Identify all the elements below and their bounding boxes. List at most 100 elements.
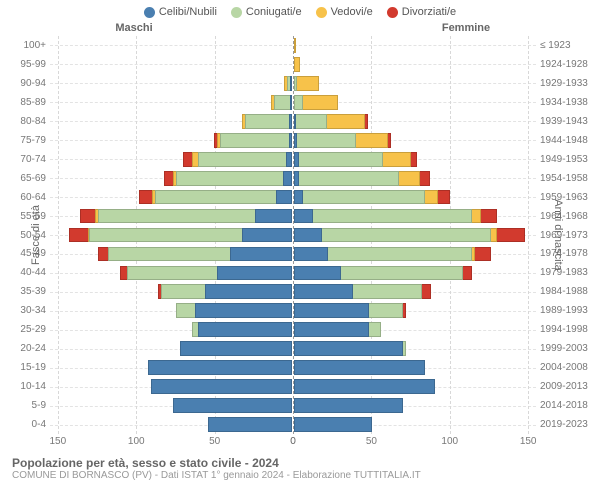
bar-segment xyxy=(399,171,421,186)
female-bars xyxy=(293,207,536,226)
birth-tick: 1934-1938 xyxy=(540,93,592,112)
center-axis xyxy=(293,36,294,434)
bar-segment xyxy=(294,341,403,356)
bar-segment xyxy=(274,95,290,110)
male-bars xyxy=(50,188,293,207)
age-tick: 100+ xyxy=(8,36,46,55)
chart-subtitle: COMUNE DI BORNASCO (PV) - Dati ISTAT 1° … xyxy=(12,470,592,481)
bar-segment xyxy=(89,228,242,243)
female-bars xyxy=(293,93,536,112)
age-tick: 35-39 xyxy=(8,282,46,301)
male-bars xyxy=(50,112,293,131)
bar-segment xyxy=(353,284,422,299)
age-tick: 15-19 xyxy=(8,358,46,377)
population-pyramid-chart: Celibi/NubiliConiugati/eVedovi/eDivorzia… xyxy=(0,0,600,500)
bar-segment xyxy=(303,190,425,205)
age-tick: 95-99 xyxy=(8,55,46,74)
male-bars xyxy=(50,226,293,245)
age-tick: 0-4 xyxy=(8,415,46,434)
birth-tick: 1984-1988 xyxy=(540,282,592,301)
bar-segment xyxy=(403,303,406,318)
birth-tick: 1929-1933 xyxy=(540,74,592,93)
bar-segment xyxy=(164,171,173,186)
birth-tick: 1959-1963 xyxy=(540,188,592,207)
birth-tick: 1999-2003 xyxy=(540,339,592,358)
male-bars xyxy=(50,358,293,377)
female-bars xyxy=(293,263,536,282)
age-tick: 80-84 xyxy=(8,112,46,131)
chart-footer: Popolazione per età, sesso e stato civil… xyxy=(8,456,592,481)
bar-segment xyxy=(294,266,341,281)
legend-item: Coniugati/e xyxy=(231,6,302,18)
birth-tick: 1944-1948 xyxy=(540,131,592,150)
female-bars xyxy=(293,131,536,150)
birth-tick: 2009-2013 xyxy=(540,377,592,396)
bar-segment xyxy=(176,171,282,186)
male-bars xyxy=(50,396,293,415)
birth-tick: 1974-1978 xyxy=(540,244,592,263)
bar-segment xyxy=(294,57,300,72)
legend-label: Vedovi/e xyxy=(331,6,373,18)
bar-segment xyxy=(220,133,289,148)
age-tick: 60-64 xyxy=(8,188,46,207)
bar-segment xyxy=(297,133,356,148)
bar-segment xyxy=(208,417,292,432)
bar-segment xyxy=(294,38,296,53)
male-bars xyxy=(50,244,293,263)
male-bars xyxy=(50,131,293,150)
bar-segment xyxy=(69,228,88,243)
chart-title: Popolazione per età, sesso e stato civil… xyxy=(12,456,592,470)
bar-segment xyxy=(313,209,472,224)
age-tick: 5-9 xyxy=(8,396,46,415)
male-bars xyxy=(50,282,293,301)
age-tick: 10-14 xyxy=(8,377,46,396)
bar-segment xyxy=(283,171,292,186)
bar-segment xyxy=(98,247,107,262)
age-tick: 75-79 xyxy=(8,131,46,150)
bar-segment xyxy=(290,76,292,91)
age-tick: 30-34 xyxy=(8,301,46,320)
bar-segment xyxy=(365,114,368,129)
male-bars xyxy=(50,207,293,226)
female-bars xyxy=(293,244,536,263)
bar-segment xyxy=(299,171,399,186)
bar-segment xyxy=(173,398,292,413)
bar-segment xyxy=(98,209,254,224)
x-tick: 100 xyxy=(128,436,145,447)
male-bars xyxy=(50,74,293,93)
column-headers: Maschi Femmine xyxy=(8,22,592,34)
legend-label: Celibi/Nubili xyxy=(159,6,217,18)
bar-segment xyxy=(294,228,322,243)
bar-segment xyxy=(299,152,383,167)
male-bars xyxy=(50,55,293,74)
bar-segment xyxy=(411,152,417,167)
bar-segment xyxy=(161,284,205,299)
bar-segment xyxy=(155,190,277,205)
bar-segment xyxy=(217,266,292,281)
male-header: Maschi xyxy=(8,22,300,34)
x-axis: 050100150 050100150 xyxy=(8,436,592,450)
male-bars xyxy=(50,377,293,396)
bar-segment xyxy=(497,228,525,243)
legend: Celibi/NubiliConiugati/eVedovi/eDivorzia… xyxy=(8,6,592,18)
age-tick: 90-94 xyxy=(8,74,46,93)
bar-segment xyxy=(80,209,96,224)
bar-segment xyxy=(276,190,292,205)
legend-label: Coniugati/e xyxy=(246,6,302,18)
female-bars xyxy=(293,36,536,55)
bar-segment xyxy=(198,152,285,167)
bar-segment xyxy=(230,247,292,262)
bar-segment xyxy=(127,266,218,281)
legend-swatch xyxy=(387,7,398,18)
female-header: Femmine xyxy=(300,22,592,34)
bar-segment xyxy=(242,228,292,243)
bar-segment xyxy=(139,190,151,205)
birth-tick: 2014-2018 xyxy=(540,396,592,415)
bar-segment xyxy=(322,228,491,243)
bar-segment xyxy=(294,303,369,318)
bar-segment xyxy=(341,266,463,281)
x-tick: 50 xyxy=(366,436,377,447)
female-bars xyxy=(293,188,536,207)
age-tick: 70-74 xyxy=(8,150,46,169)
age-tick: 40-44 xyxy=(8,263,46,282)
